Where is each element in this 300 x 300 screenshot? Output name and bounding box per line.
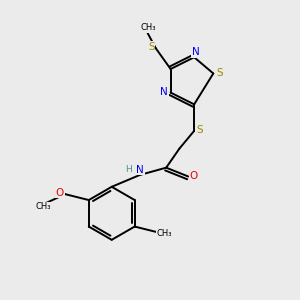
Text: N: N bbox=[136, 165, 144, 175]
Text: S: S bbox=[148, 42, 155, 52]
Text: S: S bbox=[196, 125, 203, 135]
Text: CH₃: CH₃ bbox=[35, 202, 51, 211]
Text: N: N bbox=[192, 47, 200, 57]
Text: O: O bbox=[56, 188, 64, 198]
Text: H: H bbox=[125, 165, 132, 174]
Text: CH₃: CH₃ bbox=[157, 230, 172, 238]
Text: N: N bbox=[160, 87, 168, 97]
Text: O: O bbox=[190, 171, 198, 181]
Text: S: S bbox=[216, 68, 223, 78]
Text: CH₃: CH₃ bbox=[141, 23, 156, 32]
